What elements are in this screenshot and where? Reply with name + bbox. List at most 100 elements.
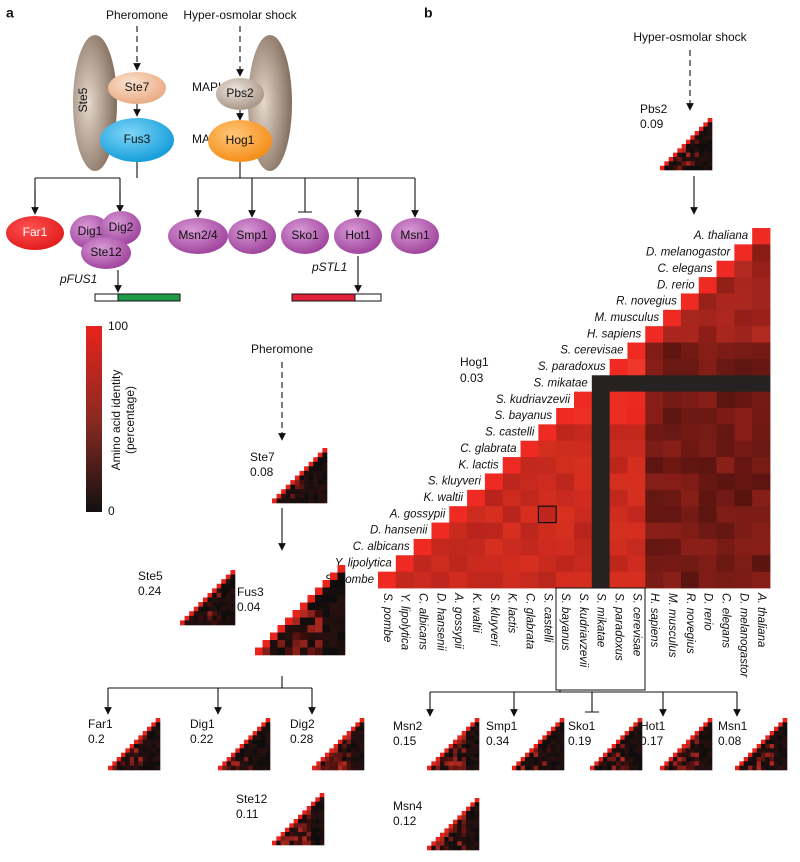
heatmap-cell	[546, 735, 552, 740]
heatmap-cell	[734, 571, 753, 589]
heatmap-cell	[315, 625, 323, 633]
heatmap-cell	[319, 840, 325, 846]
heatmap-cell	[239, 761, 245, 766]
mini-heatmap	[108, 718, 161, 771]
heatmap-cell	[752, 375, 771, 393]
highlight	[537, 505, 557, 524]
heatmap-cell	[338, 752, 343, 758]
heatmap-cell	[289, 840, 294, 846]
score: 0.24	[138, 584, 162, 598]
heatmap-cell	[694, 148, 700, 153]
heatmap-cell	[694, 757, 700, 762]
heatmap-cell	[315, 806, 320, 811]
heatmap-cell	[308, 498, 314, 504]
heatmap-cell	[207, 611, 213, 617]
heatmap-cell	[533, 748, 539, 753]
heatmap-cell	[315, 823, 320, 828]
heatmap-cell	[520, 489, 539, 507]
heatmap-cell	[330, 632, 338, 641]
protein	[81, 237, 131, 269]
heatmap-cell	[330, 617, 338, 626]
heatmap-cell	[752, 752, 757, 758]
heatmap-cell	[474, 832, 480, 838]
panel-label: a	[6, 5, 14, 21]
heatmap-cell	[230, 583, 236, 589]
heatmap-cell	[285, 640, 293, 648]
heatmap-cell	[502, 489, 521, 507]
heatmap-cell	[474, 726, 480, 732]
heatmap-cell	[202, 620, 208, 626]
heatmap-cell	[302, 832, 307, 837]
promoter-label: pSTL1	[311, 260, 347, 274]
heatmap-cell	[317, 484, 323, 490]
heatmap-cell	[333, 748, 339, 753]
heatmap-cell	[461, 837, 467, 842]
heatmap-cell	[212, 602, 217, 607]
heatmap-cell	[598, 765, 604, 771]
column-label: S. kluyveri	[488, 593, 500, 646]
inhibition	[298, 178, 312, 213]
heatmap-cell	[703, 726, 708, 732]
heatmap-cell	[225, 592, 231, 598]
heatmap-cell	[265, 722, 271, 727]
heatmap-cell	[261, 765, 266, 771]
heatmap-cell	[681, 161, 687, 166]
heatmap-cell	[265, 761, 271, 766]
heatmap-cell	[627, 473, 646, 491]
heatmap-cell	[761, 761, 766, 766]
heatmap-cell	[769, 744, 775, 749]
column-label: R. novegius	[684, 593, 696, 654]
heatmap-cell	[716, 293, 735, 311]
heatmap-cell	[315, 602, 323, 611]
column-label: C. albicans	[416, 593, 428, 650]
heatmap-cell	[627, 375, 646, 393]
heatmap-cell	[466, 841, 471, 846]
heatmap-cell	[474, 722, 480, 727]
heatmap-cell	[225, 611, 231, 617]
heatmap-cell	[265, 748, 271, 753]
heatmap-cell	[351, 735, 356, 740]
panel-label: b	[424, 5, 433, 21]
heatmap-cell	[322, 484, 328, 490]
heatmap-cell	[637, 757, 643, 762]
heatmap-cell	[591, 424, 611, 442]
heatmap-cell	[591, 522, 611, 540]
heatmap-cell	[660, 165, 665, 171]
heatmap-cell	[138, 757, 143, 762]
heatmap-cell	[435, 757, 441, 762]
heatmap-cell	[270, 632, 278, 641]
heatmap-cell	[285, 647, 293, 656]
heatmap-cell	[216, 602, 222, 607]
heatmap-cell	[134, 757, 139, 762]
heatmap-cell	[559, 722, 565, 727]
heatmap-cell	[769, 748, 775, 753]
heatmap-cell	[699, 135, 704, 140]
heatmap-cell	[703, 144, 708, 149]
heatmap-cell	[330, 602, 338, 611]
heatmap-cell	[244, 744, 249, 749]
heatmap-cell	[298, 836, 303, 841]
heatmap-cell	[716, 424, 735, 442]
heatmap-cell	[225, 588, 231, 594]
heatmap-cell	[302, 823, 307, 828]
heatmap-cell	[317, 470, 323, 476]
heatmap-cell	[761, 752, 766, 758]
heatmap-cell	[574, 408, 593, 425]
protein-label: Msn2/4	[178, 228, 218, 242]
heatmap-cell	[467, 571, 486, 589]
heatmap-cell	[774, 739, 779, 745]
heatmap-cell	[431, 571, 450, 589]
heatmap-cell	[457, 845, 462, 851]
heatmap-cell	[138, 735, 143, 740]
heatmap-cell	[322, 602, 331, 611]
heatmap-cell	[778, 722, 783, 727]
heatmap-cell	[333, 761, 339, 766]
heatmap-cell	[611, 765, 617, 771]
heatmap-cell	[121, 765, 126, 771]
heatmap-cell	[609, 358, 628, 376]
heatmap-cell	[225, 574, 231, 580]
heatmap-cell	[290, 489, 296, 495]
heatmap-cell	[716, 522, 735, 540]
heatmap-cell	[461, 832, 467, 838]
heatmap-cell	[216, 606, 222, 612]
